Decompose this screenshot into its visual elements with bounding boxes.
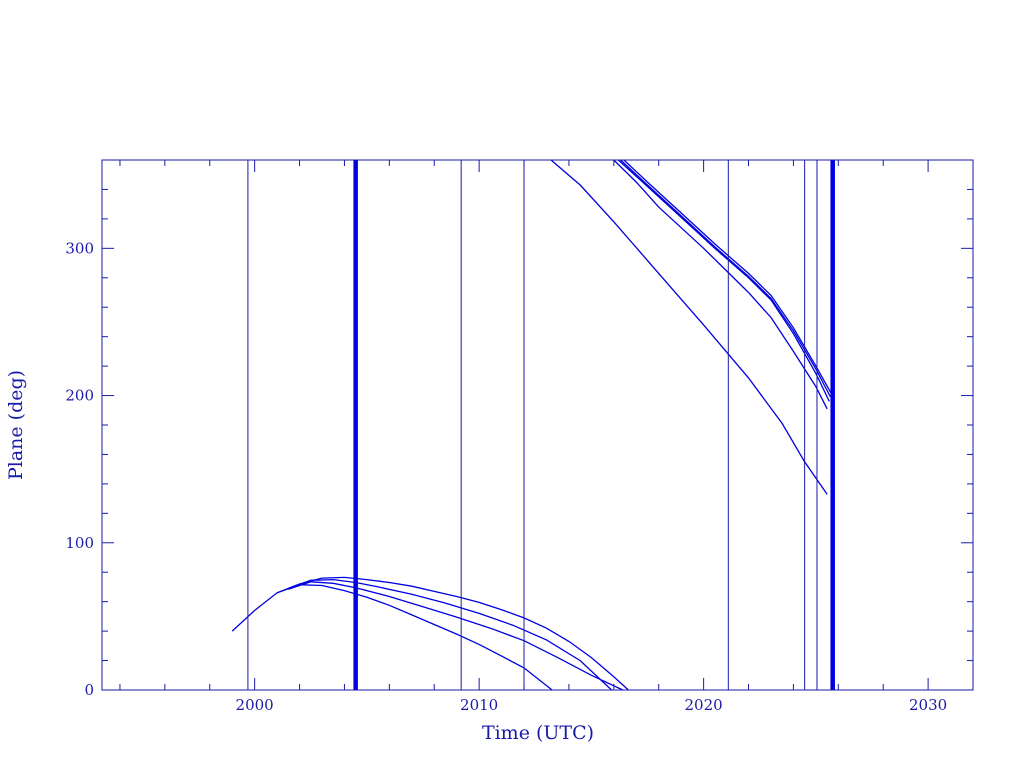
y-tick-label: 200 xyxy=(65,387,94,405)
series-line-5 xyxy=(550,159,828,495)
series-line-6 xyxy=(613,159,828,410)
series-line-2 xyxy=(288,578,613,691)
series-line-3 xyxy=(288,581,624,691)
y-tick-label: 100 xyxy=(65,534,94,552)
data-layer xyxy=(231,159,833,691)
y-tick-label: 300 xyxy=(65,239,94,257)
vertical-marker-layer xyxy=(247,160,835,690)
series-line-8 xyxy=(620,159,832,398)
x-tick-label: 2000 xyxy=(236,696,274,714)
series-line-7 xyxy=(617,159,830,402)
plot-frame xyxy=(101,159,974,691)
y-axis-title: Plane (deg) xyxy=(5,370,27,480)
series-line-4 xyxy=(276,584,553,691)
x-tick-label: 2010 xyxy=(460,696,498,714)
tick-layer xyxy=(102,159,974,691)
x-tick-label: 2030 xyxy=(909,696,947,714)
series-line-1 xyxy=(231,576,629,691)
tick-label-layer: 2000 2010 2020 2030 0 100 200 300 xyxy=(65,239,947,714)
y-tick-label: 0 xyxy=(84,681,94,699)
x-axis-title: Time (UTC) xyxy=(482,722,594,744)
series-line-9 xyxy=(623,159,833,395)
x-tick-label: 2020 xyxy=(685,696,723,714)
